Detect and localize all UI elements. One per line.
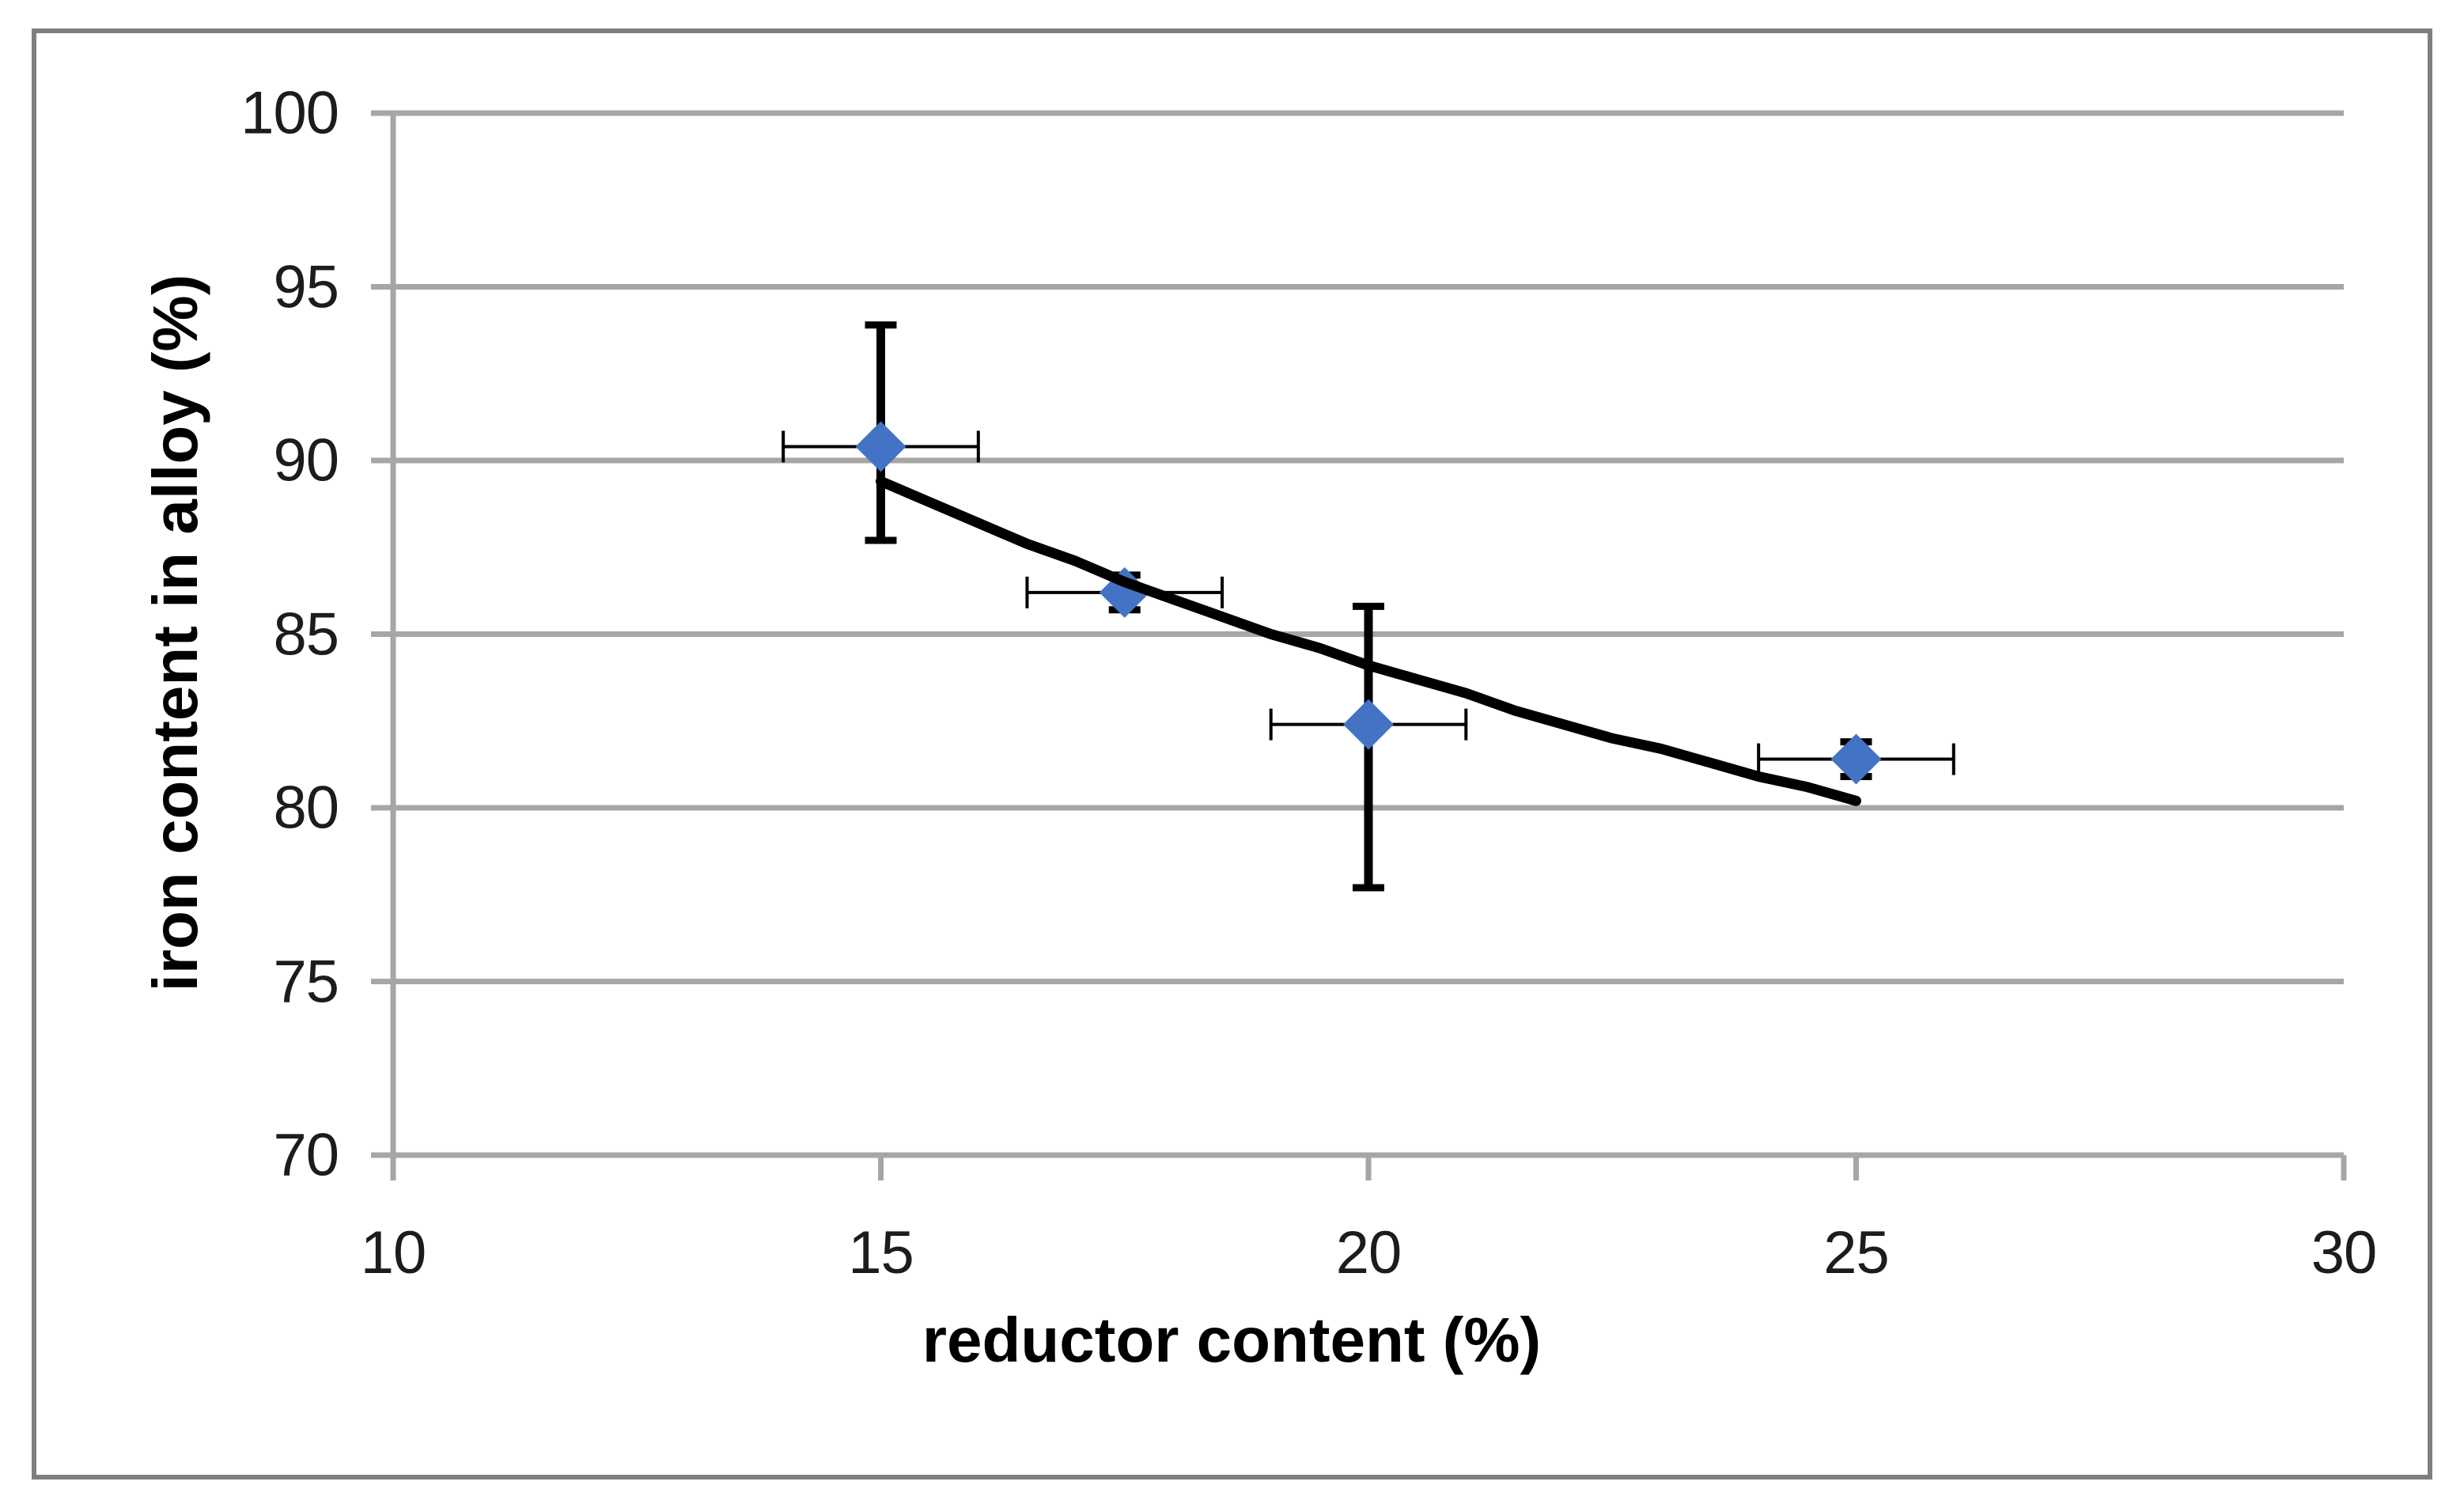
y-tick-label-70: 70 (273, 1121, 339, 1189)
data-point-marker (855, 421, 906, 472)
y-axis-title: iron content in alloy (%) (140, 274, 210, 992)
x-tick-label-25: 25 (1823, 1219, 1890, 1286)
y-tick-label-100: 100 (240, 79, 339, 147)
figure-border (32, 28, 2432, 1480)
y-tick-label-95: 95 (273, 253, 339, 320)
y-tick-label-80: 80 (273, 774, 339, 842)
data-point-marker (1343, 699, 1394, 750)
x-axis-title: reductor content (%) (922, 1305, 1542, 1375)
x-tick-label-30: 30 (2311, 1219, 2378, 1286)
x-tick-label-15: 15 (848, 1219, 914, 1286)
y-tick-label-85: 85 (273, 601, 339, 668)
data-point-marker (1830, 733, 1882, 785)
x-tick-label-10: 10 (360, 1219, 427, 1286)
y-tick-label-75: 75 (273, 948, 339, 1015)
y-tick-label-90: 90 (273, 426, 339, 494)
trendline-curve (876, 476, 1861, 806)
x-tick-label-20: 20 (1335, 1219, 1402, 1286)
